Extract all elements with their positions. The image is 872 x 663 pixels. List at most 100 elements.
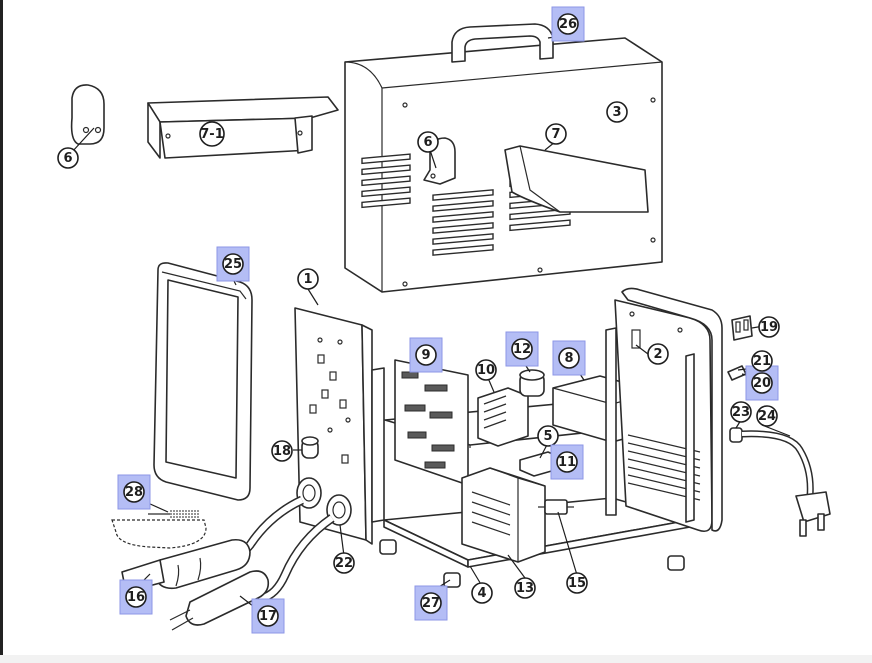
callout-7: 7 [545, 123, 567, 145]
callout-circle [758, 316, 780, 338]
callout-28: 28 [117, 474, 151, 510]
cable-gland [729, 427, 743, 443]
callout-circle [471, 582, 493, 604]
callout-13: 13 [514, 577, 536, 599]
callout-19: 19 [758, 316, 780, 338]
callout-24: 24 [756, 405, 778, 427]
callout-number: 20 [753, 376, 771, 391]
loose-tray [147, 96, 339, 159]
callout-circle [647, 343, 669, 365]
callout-3: 3 [606, 101, 628, 123]
callout-number: 17 [259, 609, 277, 624]
fuse-holder [727, 365, 747, 381]
bottom-band [0, 655, 872, 663]
callout-circle [420, 592, 442, 614]
callout-26: 26 [551, 6, 585, 42]
callout-7-1: 7-1 [199, 121, 225, 147]
callout-number: 28 [125, 485, 143, 500]
front-frame [153, 262, 253, 501]
callout-number: 26 [559, 17, 577, 32]
callout-15: 15 [566, 572, 588, 594]
callout-circle [257, 605, 279, 627]
callout-number: 7 [551, 127, 560, 142]
small-transformer [477, 387, 529, 447]
callout-number: 11 [558, 455, 576, 470]
callout-4: 4 [471, 582, 493, 604]
callout-number: 8 [564, 351, 573, 366]
callout-25: 25 [216, 246, 250, 282]
callout-10: 10 [475, 359, 497, 381]
callout-number: 7-1 [200, 127, 224, 142]
callout-circle [333, 552, 355, 574]
callout-number: 27 [422, 596, 440, 611]
callout-17: 17 [251, 598, 285, 634]
capacitor [519, 369, 545, 397]
callout-number: 19 [760, 320, 778, 335]
callout-6: 6 [57, 147, 79, 169]
callout-21: 21 [751, 350, 773, 372]
callout-27: 27 [414, 585, 448, 621]
callout-number: 25 [224, 257, 242, 272]
wire-brush [111, 510, 207, 549]
callout-number: 18 [273, 444, 291, 459]
callout-23: 23 [730, 401, 752, 423]
callout-circle [511, 338, 533, 360]
callout-2: 2 [647, 343, 669, 365]
callout-number: 2 [653, 347, 662, 362]
callout-circle [566, 572, 588, 594]
callout-22: 22 [333, 552, 355, 574]
callout-9: 9 [409, 337, 443, 373]
callout-circle [557, 13, 579, 35]
callout-number: 1 [303, 272, 312, 287]
callout-circle [751, 350, 773, 372]
callout-circle [545, 123, 567, 145]
callout-circle [271, 440, 293, 462]
output-sockets [296, 477, 352, 526]
callout-number: 10 [477, 363, 495, 378]
main-transformer [461, 467, 546, 563]
callout-6: 6 [417, 131, 439, 153]
power-switch [731, 315, 753, 341]
carry-handle [451, 23, 554, 63]
callout-number: 3 [612, 105, 621, 120]
callout-circle [606, 101, 628, 123]
feet [379, 539, 685, 588]
callout-number: 23 [732, 405, 750, 420]
knob [301, 436, 319, 459]
inner-tray [504, 145, 649, 213]
callout-number: 13 [516, 581, 534, 596]
callout-circle [751, 372, 773, 394]
callout-circle [558, 347, 580, 369]
callout-number: 22 [335, 556, 353, 571]
callout-number: 21 [753, 354, 771, 369]
left-vent-slots [361, 153, 411, 209]
callout-circle [537, 425, 559, 447]
callout-number: 15 [568, 576, 586, 591]
rear-vents [627, 434, 701, 501]
callout-circle [57, 147, 79, 169]
callout-number: 6 [423, 135, 432, 150]
callout-number: 24 [758, 409, 776, 424]
callout-circle [514, 577, 536, 599]
callout-circle [297, 268, 319, 290]
callout-5: 5 [537, 425, 559, 447]
housing-cover [344, 23, 663, 293]
loose-bracket [70, 84, 105, 145]
callout-1: 1 [297, 268, 319, 290]
rear-panel [614, 287, 723, 533]
callout-circle [475, 359, 497, 381]
left-border [0, 0, 3, 663]
ground-clamp [169, 570, 270, 631]
callout-number: 6 [63, 151, 72, 166]
callout-circle [756, 405, 778, 427]
callout-11: 11 [550, 444, 584, 480]
callout-18: 18 [271, 440, 293, 462]
callout-circle [222, 253, 244, 275]
callout-circle [556, 451, 578, 473]
callout-circle [123, 481, 145, 503]
callout-circle [199, 121, 225, 147]
callout-20: 20 [745, 365, 779, 401]
